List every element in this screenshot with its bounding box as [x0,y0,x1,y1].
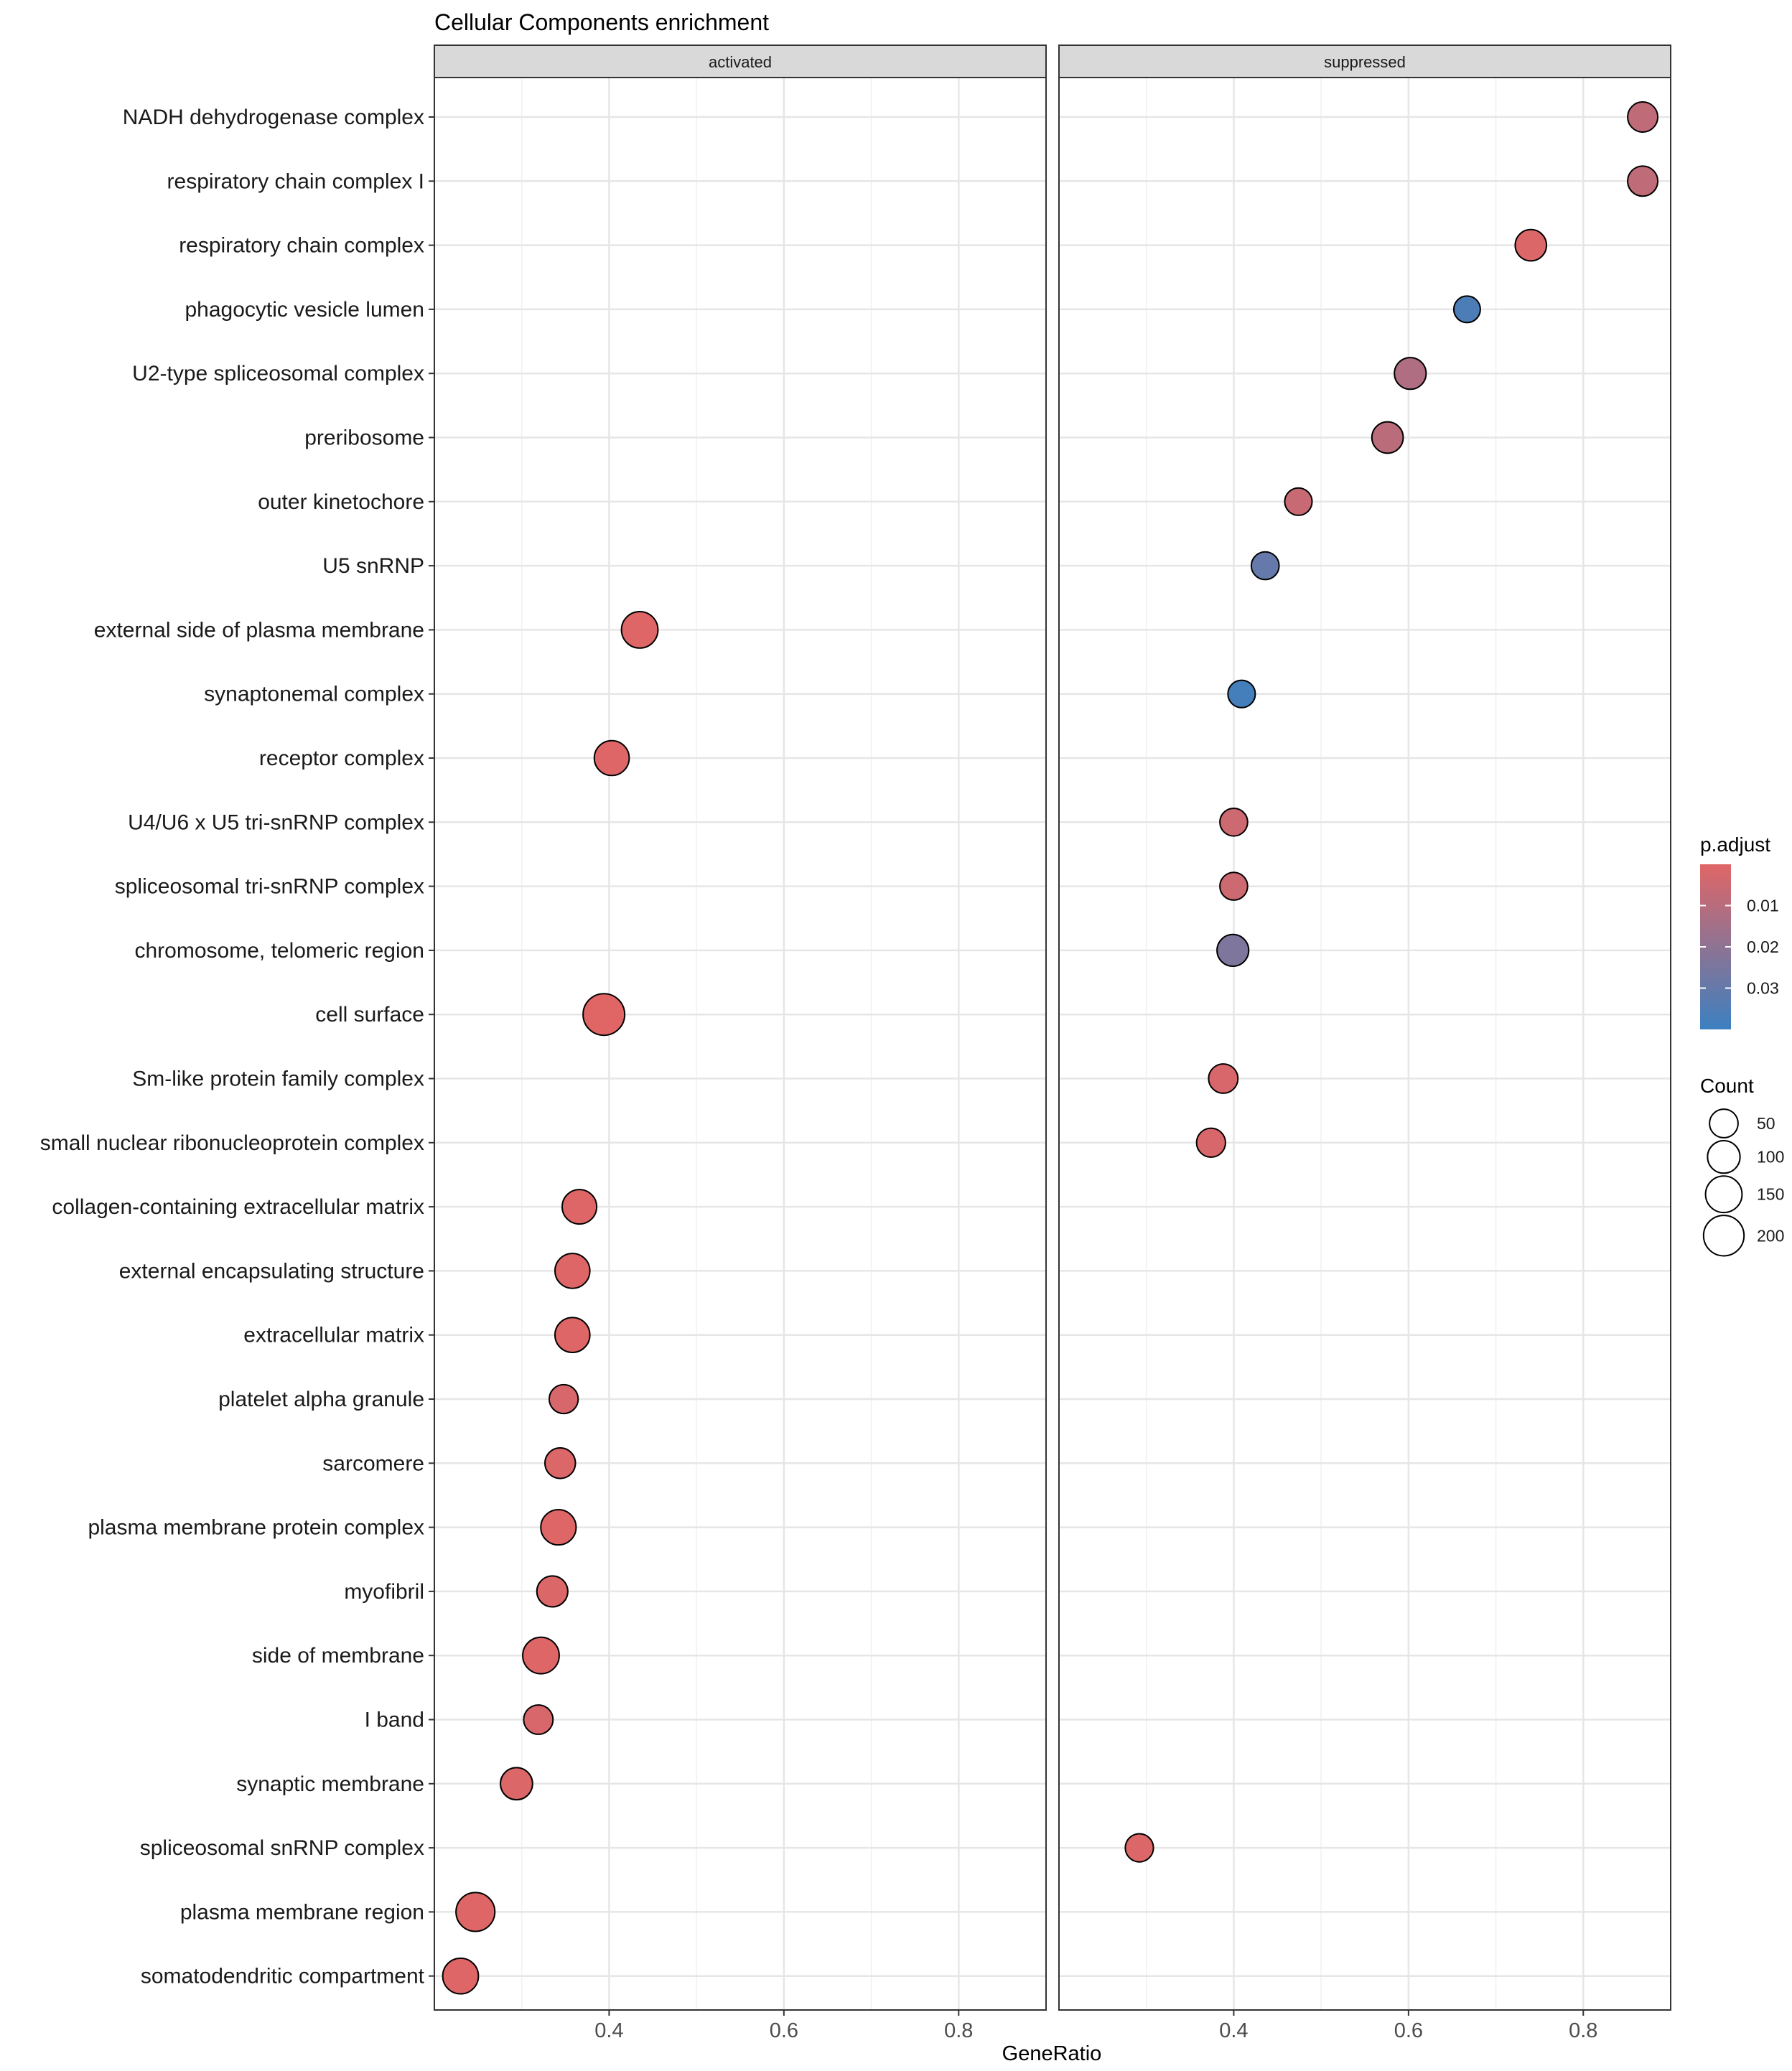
y-tick-label: external side of plasma membrane [94,618,424,642]
y-tick-label: extracellular matrix [243,1324,424,1347]
data-point [1227,679,1256,709]
facet-strip-label: activated [709,53,772,71]
data-point [1627,101,1659,133]
data-point [1219,871,1249,901]
y-tick-label: myofibril [344,1580,424,1604]
x-tick-label: 0.6 [770,2019,798,2042]
y-tick-label: external encapsulating structure [119,1259,424,1283]
data-point [1514,228,1548,262]
x-tick-label: 0.8 [1569,2019,1597,2042]
data-point [1195,1127,1226,1158]
data-point [582,993,626,1037]
data-point [554,1317,591,1354]
data-point [593,739,630,777]
size-legend-label: 50 [1757,1114,1775,1133]
y-tick-label: platelet alpha granule [218,1388,424,1411]
data-point [561,1189,598,1225]
x-tick-label: 0.4 [1219,2019,1248,2042]
data-point [455,1892,496,1932]
y-tick-label: U4/U6 x U5 tri-snRNP complex [128,810,424,834]
x-tick-label: 0.8 [944,2019,973,2042]
color-legend-title: p.adjust [1700,833,1770,856]
y-tick-label: phagocytic vesicle lumen [185,298,424,322]
y-tick-label: NADH dehydrogenase complex [123,106,424,129]
y-axis-labels: NADH dehydrogenase complex respiratory ch… [40,106,434,1988]
y-tick-label: preribosome [304,426,424,450]
data-point [544,1447,577,1479]
y-tick-label: outer kinetochore [258,490,424,514]
size-legend-key [1709,1108,1739,1139]
x-tick-label: 0.4 [594,2019,623,2042]
y-tick-label: plasma membrane region [180,1900,424,1924]
data-point [1124,1833,1154,1863]
facet-strip [434,45,1047,78]
y-tick-label: cell surface [315,1003,424,1027]
size-legend-key [1707,1140,1741,1174]
size-legend-label: 100 [1757,1148,1784,1167]
y-tick-label: receptor complex [259,747,424,770]
y-tick-label: respiratory chain complex [179,234,424,258]
size-legend-title: Count [1700,1075,1754,1097]
y-tick-label: synaptonemal complex [204,683,424,706]
y-tick-label: collagen-containing extracellular matrix [52,1195,424,1219]
data-point [548,1383,579,1415]
data-point [1208,1063,1239,1094]
panel-background [1059,78,1671,2010]
data-point [1627,165,1659,197]
size-legend-label: 200 [1757,1226,1784,1245]
y-tick-label: synaptic membrane [236,1772,424,1796]
y-tick-label: plasma membrane protein complex [88,1516,424,1540]
size-legend-label: 150 [1757,1185,1784,1204]
facet-strip [1058,45,1671,78]
y-tick-label: spliceosomal tri-snRNP complex [115,875,424,899]
color-legend-label: 0.03 [1747,979,1779,998]
y-tick-label: Sm-like protein family complex [132,1067,424,1091]
y-tick-label: somatodendritic compartment [141,1965,425,1988]
data-point [620,610,659,649]
data-point [1219,807,1249,837]
y-tick-label: spliceosomal snRNP complex [140,1836,424,1860]
panel-suppressed: suppressed 0.4 0.6 0.8 [1058,45,1671,2042]
data-point [1452,295,1481,324]
y-tick-label: sarcomere [322,1451,424,1475]
chart-title: Cellular Components enrichment [434,9,769,35]
color-legend-label: 0.01 [1747,897,1779,915]
y-tick-label: side of membrane [252,1644,424,1668]
data-point [1216,933,1250,967]
data-point [1284,487,1313,516]
x-tick-label: 0.6 [1394,2019,1423,2042]
y-tick-label: U5 snRNP [322,554,424,578]
size-legend-key [1704,1175,1743,1214]
y-tick-label: small nuclear ribonucleoprotein complex [40,1131,424,1155]
x-axis-title: GeneRatio [1002,2042,1102,2065]
data-point [554,1253,591,1289]
facet-strip-label: suppressed [1324,53,1406,71]
y-tick-label: I band [365,1708,424,1732]
data-point [540,1509,577,1546]
color-legend-label: 0.02 [1747,938,1779,956]
y-tick-label: respiratory chain complex I [167,169,424,193]
size-legend-key [1702,1215,1745,1257]
data-point [523,1704,554,1735]
facet-panels: activated 0.4 0.6 0.8 suppressed 0.4 0.6 0.8 [434,45,1671,2042]
data-point [1250,551,1280,581]
data-point [500,1767,533,1801]
data-point [442,1957,480,1995]
data-point [522,1636,560,1675]
panel-background [434,78,1046,2010]
data-point [536,1575,569,1608]
y-tick-label: chromosome, telomeric region [135,939,425,963]
y-tick-label: U2-type spliceosomal complex [132,362,424,385]
panel-activated: activated 0.4 0.6 0.8 [434,45,1047,2042]
data-point [1394,357,1427,391]
data-point [1371,421,1404,454]
